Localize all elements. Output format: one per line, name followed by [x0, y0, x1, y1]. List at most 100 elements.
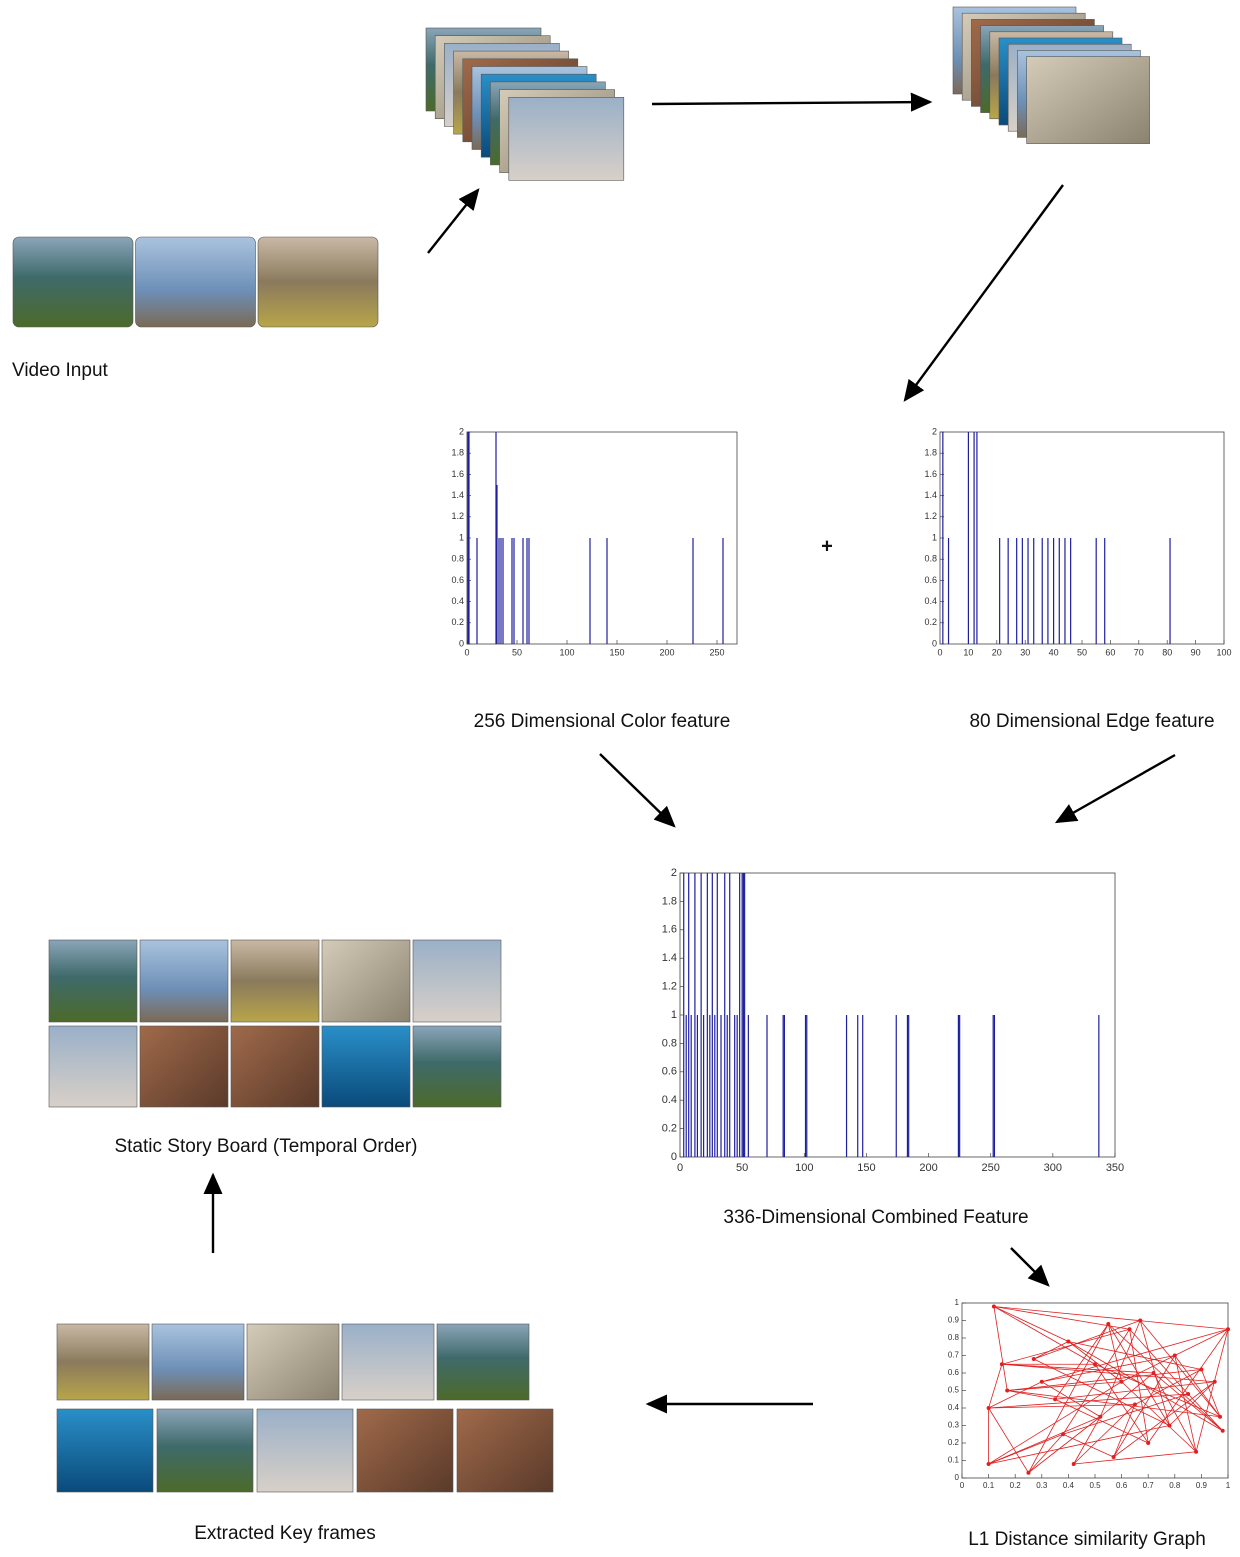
y-tick-label: 0.2	[662, 1123, 677, 1135]
node	[1172, 1353, 1177, 1358]
edge	[988, 1393, 1189, 1409]
node	[1194, 1449, 1199, 1454]
y-tick-label: 0.2	[451, 617, 464, 627]
edge	[988, 1425, 1170, 1465]
arrow	[1054, 753, 1176, 824]
photo	[230, 1025, 320, 1108]
edge	[1174, 1355, 1221, 1417]
y-tick-label: 1.2	[924, 511, 937, 521]
photo	[321, 1025, 411, 1108]
node	[1053, 1397, 1058, 1402]
node	[1039, 1379, 1044, 1384]
photo	[508, 97, 625, 181]
y-tick-label: 1.4	[662, 952, 677, 964]
y-tick-label: 1.8	[924, 448, 937, 458]
y-tick-label: 0.3	[948, 1421, 960, 1430]
y-tick-label: 0.4	[948, 1403, 960, 1412]
x-tick-label: 300	[1044, 1162, 1062, 1174]
edge	[1062, 1393, 1189, 1435]
edge	[1028, 1433, 1064, 1474]
photo	[1026, 56, 1150, 144]
x-tick-label: 0	[937, 647, 942, 657]
edge	[1153, 1372, 1197, 1452]
node	[1005, 1388, 1010, 1393]
edge	[1174, 1355, 1197, 1452]
node	[1093, 1362, 1097, 1367]
plot-frame	[466, 431, 738, 645]
x-tick-label: 50	[1077, 647, 1087, 657]
y-tick-label: 0	[932, 638, 937, 648]
edge	[1028, 1323, 1109, 1473]
edge	[1113, 1381, 1215, 1458]
x-tick-label: 350	[1106, 1162, 1124, 1174]
edge	[1195, 1329, 1229, 1452]
edge	[1107, 1323, 1122, 1382]
y-tick-label: 1.4	[451, 490, 464, 500]
y-tick-label: 0	[459, 638, 464, 648]
edge	[1073, 1451, 1197, 1465]
photo	[257, 236, 379, 328]
edge	[1007, 1390, 1221, 1418]
x-tick-label: 100	[795, 1162, 813, 1174]
node	[986, 1406, 991, 1410]
edge	[1073, 1404, 1136, 1465]
node	[1026, 1470, 1031, 1475]
x-tick-label: 0	[464, 647, 469, 657]
y-tick-label: 0.6	[662, 1066, 677, 1078]
label: Static Story Board (Temporal Order)	[114, 1136, 417, 1157]
node	[1061, 1432, 1066, 1437]
node	[1146, 1441, 1151, 1445]
photo	[48, 1025, 138, 1108]
x-tick-label: 50	[736, 1162, 748, 1174]
y-tick-label: 2	[671, 867, 677, 879]
y-tick-label: 1.8	[451, 448, 464, 458]
edge	[1094, 1363, 1221, 1418]
y-tick-label: 0.8	[948, 1333, 960, 1342]
x-tick-label: 30	[1020, 647, 1030, 657]
x-tick-label: 0.1	[983, 1481, 995, 1490]
edge	[1107, 1323, 1170, 1426]
edge	[988, 1407, 1029, 1473]
y-tick-label: 0.8	[451, 554, 464, 564]
node	[1066, 1339, 1071, 1344]
x-tick-label: 0.5	[1089, 1481, 1101, 1490]
edge	[988, 1404, 1135, 1409]
x-tick-label: 0.4	[1063, 1481, 1075, 1490]
y-tick-label: 0.5	[948, 1386, 960, 1395]
x-tick-label: 0.7	[1143, 1481, 1155, 1490]
photo	[151, 1323, 245, 1401]
node	[1127, 1327, 1132, 1332]
x-tick-label: 70	[1134, 647, 1144, 657]
arrow	[651, 92, 933, 112]
x-tick-label: 250	[709, 647, 724, 657]
chart-caption: L1 Distance similarity Graph	[968, 1529, 1206, 1550]
edge	[1100, 1372, 1154, 1418]
photo	[412, 939, 502, 1023]
y-tick-label: 0.4	[662, 1094, 677, 1106]
node	[1199, 1367, 1204, 1372]
y-tick-label: 1.8	[662, 895, 677, 907]
node	[1111, 1455, 1116, 1459]
edge	[1108, 1323, 1223, 1432]
y-tick-label: 0.1	[948, 1456, 960, 1465]
node	[1119, 1379, 1124, 1384]
y-tick-label: 1	[932, 532, 937, 542]
y-tick-label: 0	[955, 1473, 960, 1482]
node	[1138, 1318, 1143, 1323]
edge	[993, 1306, 1096, 1365]
photo	[139, 1025, 229, 1108]
x-tick-label: 90	[1191, 647, 1201, 657]
x-tick-label: 150	[609, 647, 624, 657]
y-tick-label: 0.2	[924, 617, 937, 627]
edge	[1113, 1404, 1136, 1458]
edge	[1068, 1341, 1202, 1370]
y-tick-label: 1.6	[924, 469, 937, 479]
node	[1132, 1402, 1137, 1407]
x-tick-label: 150	[857, 1162, 875, 1174]
photo	[48, 939, 138, 1023]
chart-caption: 256 Dimensional Color feature	[474, 711, 731, 732]
edge	[1073, 1416, 1101, 1465]
y-tick-label: 1.6	[662, 924, 677, 936]
edge	[988, 1381, 1042, 1409]
y-tick-label: 0.7	[948, 1351, 960, 1360]
